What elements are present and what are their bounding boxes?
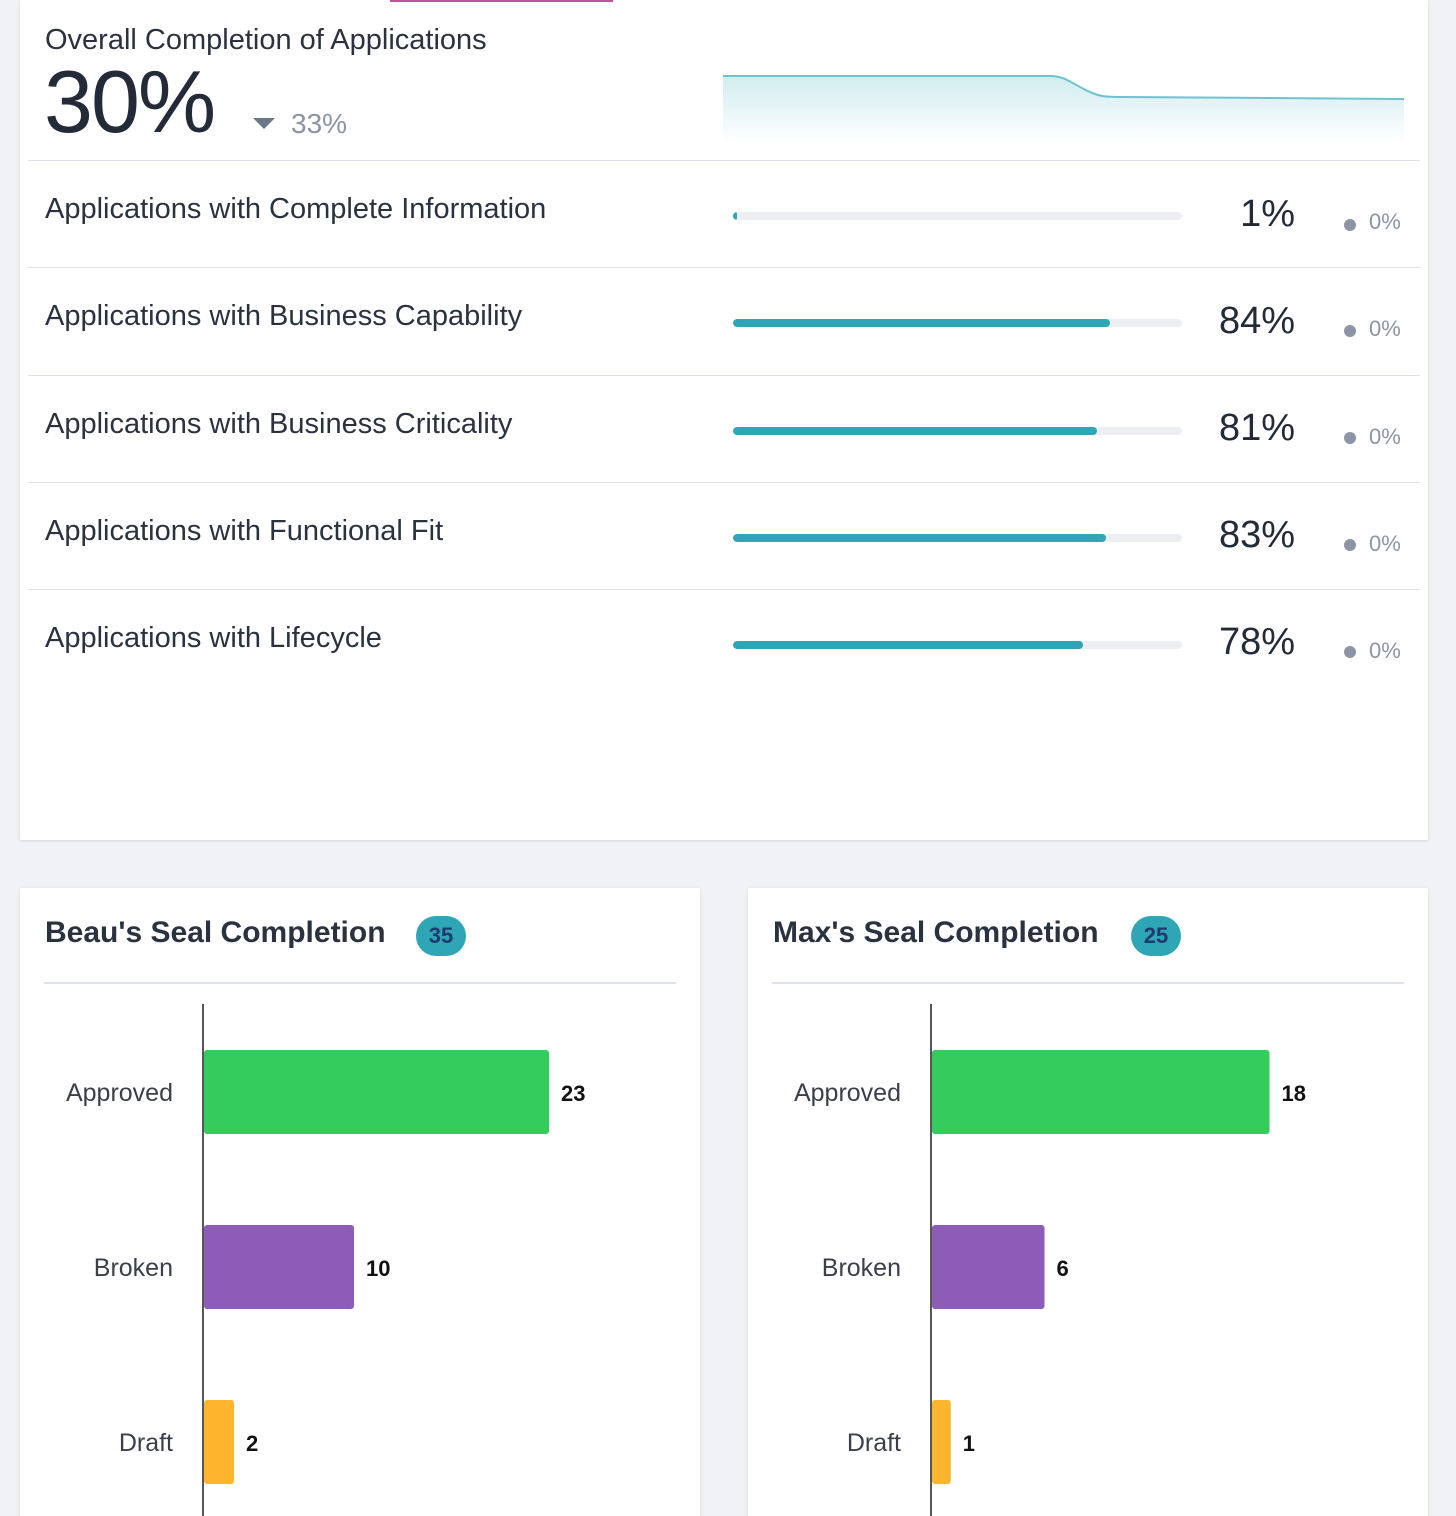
category-label: Draft [847,1429,901,1457]
count-badge: 25 [1131,916,1181,956]
metric-label: Applications with Business Criticality [45,408,513,440]
overall-value: 30% [44,52,216,151]
progress-track [733,319,1182,327]
divider [28,589,1420,590]
status-dot-icon [1344,432,1356,444]
trend-value: 33% [291,108,348,139]
data-label: 10 [366,1256,390,1281]
category-label: Approved [794,1079,901,1107]
metric-value: 78% [1218,621,1295,663]
progress-fill [733,319,1110,327]
metric-value: 81% [1218,407,1295,449]
progress-track [733,427,1182,435]
divider [28,160,1420,161]
progress-track [733,534,1182,542]
bar-approved[interactable] [932,1050,1270,1134]
progress-fill [733,534,1106,542]
data-label: 23 [561,1081,585,1106]
data-label: 2 [246,1431,258,1456]
panel-title: Max's Seal Completion [773,916,1099,949]
metric-delta: 0% [1369,424,1401,449]
metric-label: Applications with Functional Fit [45,515,444,547]
count-badge: 35 [416,916,466,956]
data-label: 6 [1057,1256,1069,1281]
overall-completion-card: Overall Completion of Applications 30% 3… [20,0,1428,840]
max-seal-panel: Approved 18 Broken 6 Draft 1 Max's Seal Compl… [748,888,1428,1516]
divider [44,982,676,984]
metric-delta: 0% [1369,316,1401,341]
metric-value: 84% [1218,300,1295,342]
category-label: Approved [66,1079,173,1107]
max-seal-chart: Approved 18 Broken 6 Draft 1 [794,1004,1306,1516]
beau-seal-panel: Approved 23 Broken 10 Draft 2 Beau's Seal Com… [20,888,700,1516]
trend-down-icon [253,118,275,129]
metric-delta: 0% [1369,531,1401,556]
data-label: 18 [1282,1081,1306,1106]
status-dot-icon [1344,539,1356,551]
category-label: Draft [119,1429,173,1457]
bar-approved[interactable] [204,1050,549,1134]
tab-indicator [390,0,613,2]
divider [28,375,1420,376]
status-dot-icon [1344,325,1356,337]
metric-value: 83% [1218,514,1295,556]
bar-broken[interactable] [204,1225,354,1309]
category-label: Broken [822,1254,901,1282]
metric-label: Applications with Lifecycle [45,622,382,654]
overall-title: Overall Completion of Applications [45,24,487,56]
divider [28,482,1420,483]
progress-fill [733,212,737,220]
divider [28,267,1420,268]
status-dot-icon [1344,646,1356,658]
progress-fill [733,427,1097,435]
progress-track [733,212,1182,220]
data-label: 1 [963,1431,975,1456]
bar-broken[interactable] [932,1225,1045,1309]
divider [772,982,1404,984]
progress-track [733,641,1182,649]
panel-title: Beau's Seal Completion [45,916,386,949]
status-dot-icon [1344,219,1356,231]
overall-sparkline [723,75,1404,142]
metric-delta: 0% [1369,638,1401,663]
metric-label: Applications with Business Capability [45,300,523,332]
beau-seal-chart: Approved 23 Broken 10 Draft 2 [66,1004,585,1516]
bar-draft[interactable] [932,1400,951,1484]
category-label: Broken [94,1254,173,1282]
bar-draft[interactable] [204,1400,234,1484]
metric-delta: 0% [1369,209,1401,234]
metric-value: 1% [1240,193,1295,235]
metric-label: Applications with Complete Information [45,193,547,225]
progress-fill [733,641,1083,649]
